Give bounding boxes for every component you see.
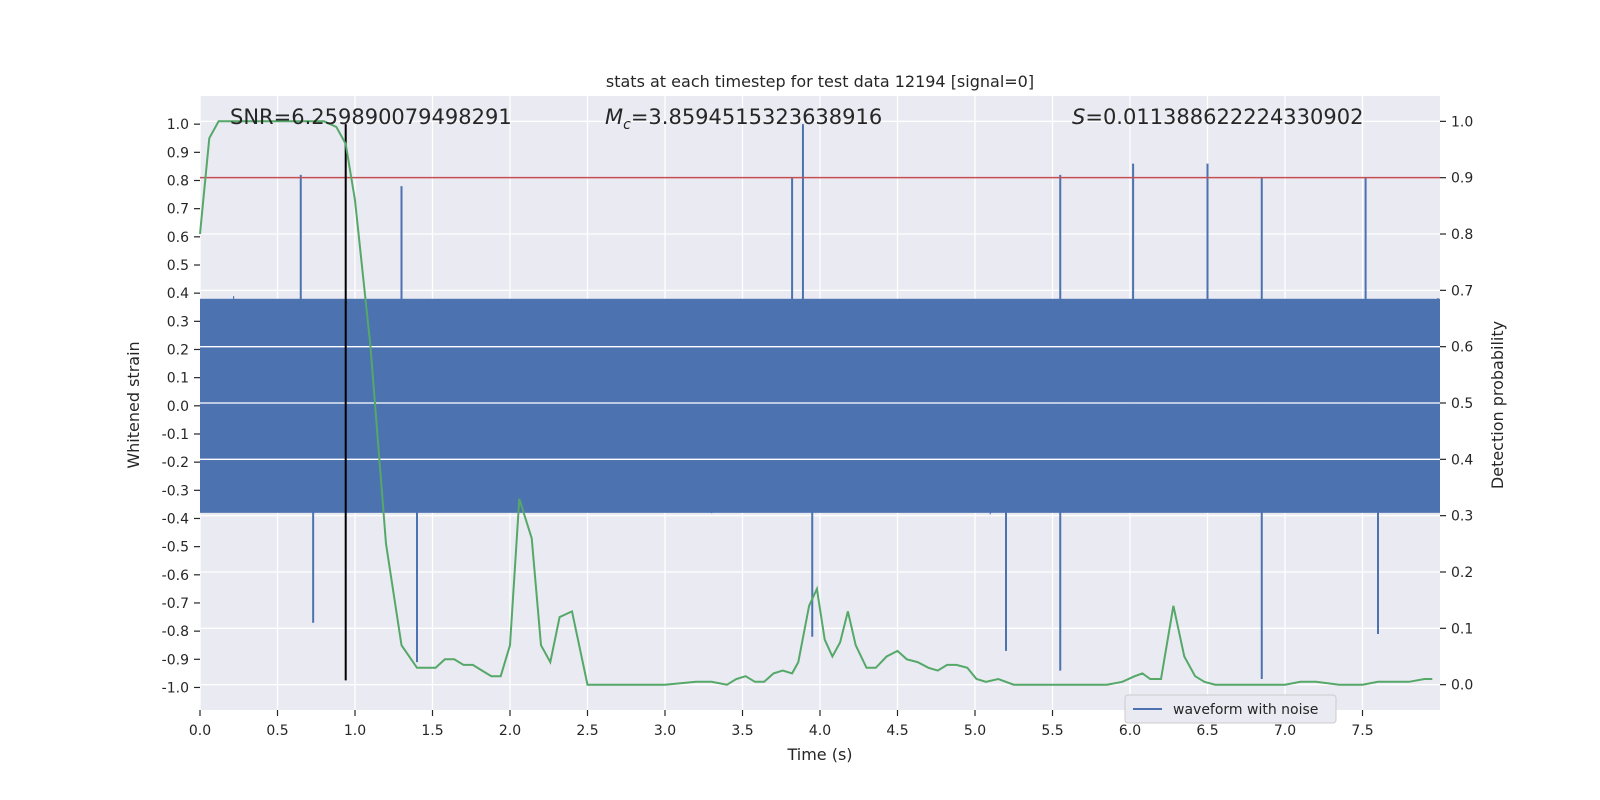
x-tick-label: 7.5 [1351, 723, 1373, 739]
left-tick-label: 0.6 [167, 230, 189, 246]
x-tick-label: 5.5 [1041, 723, 1063, 739]
x-tick-label: 3.0 [654, 723, 676, 739]
x-tick-label: 3.5 [731, 723, 753, 739]
chirp-mass-value: =3.8594515323638916 [631, 105, 882, 129]
left-tick-label: 0.7 [167, 202, 189, 218]
x-tick-label: 7.0 [1274, 723, 1296, 739]
x-tick-label: 6.0 [1119, 723, 1141, 739]
left-tick-label: -0.6 [162, 568, 189, 584]
left-tick-label: -0.7 [162, 596, 189, 612]
left-tick-label: -0.5 [162, 540, 189, 556]
chirp-mass-annotation: Mc=3.8594515323638916 [605, 105, 882, 133]
x-tick-label: 4.5 [886, 723, 908, 739]
x-axis-label: Time (s) [786, 745, 852, 764]
s-annotation: S=0.011388622224330902 [1072, 105, 1363, 129]
right-tick-label: 0.0 [1451, 678, 1473, 694]
left-tick-label: 0.4 [167, 286, 189, 302]
x-axis-ticks: 0.0 0.5 1.0 1.5 2.0 2.5 3.0 3.5 4.0 4.5 5.0 5.5 6.0 6… [189, 710, 1374, 739]
left-tick-label: 0.8 [167, 173, 189, 189]
left-tick-label: -0.9 [162, 652, 189, 668]
right-tick-label: 0.4 [1451, 452, 1473, 468]
left-tick-label: 0.2 [167, 342, 189, 358]
right-tick-label: 0.2 [1451, 565, 1473, 581]
chart-title: stats at each timestep for test data 121… [606, 72, 1034, 91]
right-tick-label: 0.6 [1451, 340, 1473, 356]
left-tick-label: -0.1 [162, 427, 189, 443]
x-tick-label: 4.0 [809, 723, 831, 739]
right-tick-label: 0.1 [1451, 621, 1473, 637]
right-axis-ticks: 1.0 0.9 0.8 0.7 0.6 0.5 0.4 0.3 0.2 0.1 0.0 [1440, 114, 1473, 694]
snr-annotation: SNR=6.259890079498291 [230, 105, 512, 129]
left-tick-label: 0.1 [167, 371, 189, 387]
chirp-mass-symbol: M [605, 105, 623, 129]
right-axis-label: Detection probability [1488, 321, 1507, 489]
waveform-series [200, 124, 1440, 680]
waveform-dense-band [200, 298, 1440, 513]
left-tick-label: -0.2 [162, 455, 189, 471]
left-tick-label: -0.8 [162, 624, 189, 640]
chirp-mass-subscript: c [623, 117, 631, 133]
right-tick-label: 0.7 [1451, 283, 1473, 299]
left-tick-label: 0.5 [167, 258, 189, 274]
right-tick-label: 0.5 [1451, 396, 1473, 412]
x-tick-label: 0.5 [266, 723, 288, 739]
x-tick-label: 6.5 [1196, 723, 1218, 739]
left-axis-label: Whitened strain [124, 341, 143, 468]
right-tick-label: 0.8 [1451, 227, 1473, 243]
plot-area [199, 120, 1440, 686]
left-tick-label: -0.4 [162, 511, 189, 527]
left-axis-ticks: 1.0 0.9 0.8 0.7 0.6 0.5 0.4 0.3 0.2 0.1 0.0 -0.1 -0.… [162, 117, 200, 696]
x-tick-label: 1.5 [421, 723, 443, 739]
x-tick-label: 1.0 [344, 723, 366, 739]
x-tick-label: 0.0 [189, 723, 211, 739]
left-tick-label: -0.3 [162, 483, 189, 499]
x-tick-label: 2.0 [499, 723, 521, 739]
detection-probability-line [199, 120, 1433, 686]
right-tick-label: 1.0 [1451, 114, 1473, 130]
x-tick-label: 2.5 [576, 723, 598, 739]
legend-label: waveform with noise [1173, 702, 1318, 718]
s-symbol: S [1072, 105, 1085, 129]
left-tick-label: 0.3 [167, 314, 189, 330]
left-tick-label: 1.0 [167, 117, 189, 133]
right-tick-label: 0.3 [1451, 509, 1473, 525]
left-tick-label: 0.0 [167, 399, 189, 415]
s-value: =0.011388622224330902 [1085, 105, 1363, 129]
right-tick-label: 0.9 [1451, 171, 1473, 187]
x-tick-label: 5.0 [964, 723, 986, 739]
left-tick-label: 0.9 [167, 145, 189, 161]
legend: waveform with noise [1124, 694, 1337, 724]
legend-box [1124, 694, 1337, 724]
left-tick-label: -1.0 [162, 680, 189, 696]
